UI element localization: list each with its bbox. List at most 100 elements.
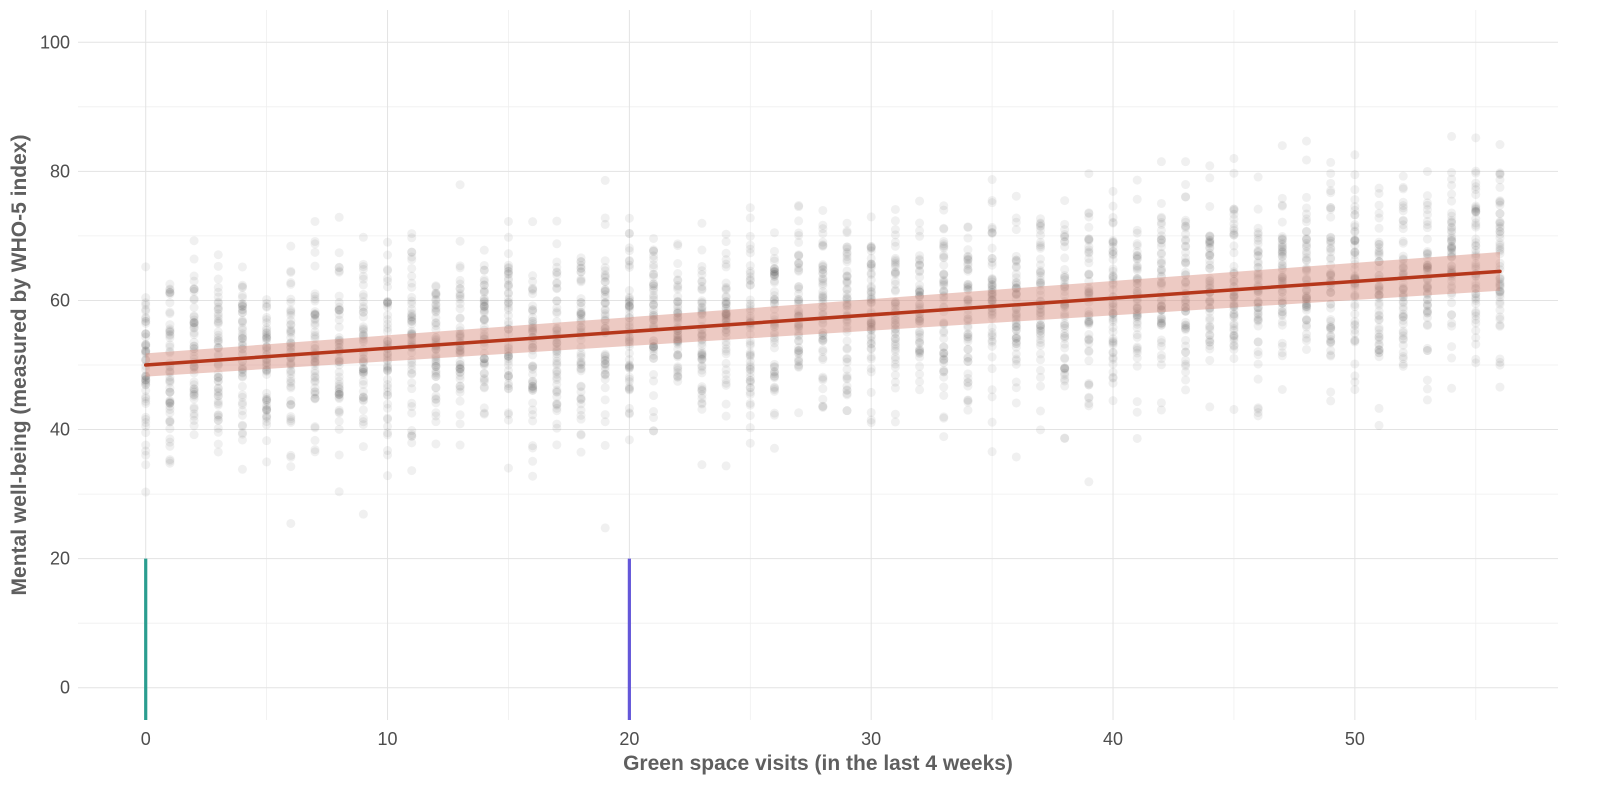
scatter-point: [213, 336, 223, 346]
scatter-point: [310, 332, 320, 342]
scatter-point: [721, 378, 731, 388]
scatter-point: [1447, 180, 1457, 190]
scatter-point: [407, 282, 417, 292]
scatter-point: [818, 241, 828, 251]
scatter-point: [600, 350, 610, 360]
scatter-point: [455, 349, 465, 359]
scatter-point: [697, 365, 707, 375]
scatter-point: [503, 249, 513, 259]
scatter-point: [745, 410, 755, 420]
scatter-point: [358, 405, 368, 415]
scatter-point: [479, 294, 489, 304]
scatter-point: [262, 334, 272, 344]
scatter-point: [1229, 261, 1239, 271]
scatter-point: [600, 316, 610, 326]
scatter-point: [842, 289, 852, 299]
scatter-point: [503, 415, 513, 425]
scatter-point: [431, 282, 441, 292]
scatter-point: [503, 280, 513, 290]
scatter-point: [842, 271, 852, 281]
scatter-point: [334, 380, 344, 390]
scatter-point: [1422, 320, 1432, 330]
scatter-point: [721, 332, 731, 342]
scatter-point: [407, 233, 417, 243]
scatter-point: [745, 276, 755, 286]
scatter-point: [915, 196, 925, 206]
scatter-point: [697, 298, 707, 308]
scatter-point: [189, 284, 199, 294]
scatter-point: [479, 354, 489, 364]
scatter-point: [987, 277, 997, 287]
scatter-point: [769, 366, 779, 376]
scatter-point: [383, 282, 393, 292]
scatter-point: [818, 302, 828, 312]
scatter-point: [576, 381, 586, 391]
scatter-point: [673, 292, 683, 302]
scatter-point: [1326, 247, 1336, 257]
scatter-point: [479, 301, 489, 311]
scatter-point: [141, 341, 151, 351]
scatter-point: [745, 364, 755, 374]
scatter-point: [769, 338, 779, 348]
scatter-point: [310, 216, 320, 226]
scatter-point: [503, 305, 513, 315]
scatter-point: [745, 383, 755, 393]
scatter-point: [213, 439, 223, 449]
scatter-point: [455, 371, 465, 381]
scatter-point: [552, 307, 562, 317]
scatter-point: [141, 371, 151, 381]
scatter-point: [237, 290, 247, 300]
scatter-point: [673, 284, 683, 294]
scatter-point: [262, 417, 272, 427]
scatter-point: [1205, 344, 1215, 354]
scatter-point: [1350, 247, 1360, 257]
scatter-point: [1301, 255, 1311, 265]
scatter-point: [1301, 227, 1311, 237]
scatter-point: [1181, 242, 1191, 252]
scatter-point: [1060, 253, 1070, 263]
scatter-point: [141, 306, 151, 316]
scatter-point: [528, 327, 538, 337]
scatter-point: [649, 342, 659, 352]
scatter-point: [358, 365, 368, 375]
scatter-point: [237, 392, 247, 402]
scatter-point: [721, 248, 731, 258]
scatter-point: [1350, 236, 1360, 246]
scatter-point: [262, 301, 272, 311]
scatter-point: [745, 351, 755, 361]
scatter-point: [697, 404, 707, 414]
scatter-point: [1108, 218, 1118, 228]
scatter-point: [673, 336, 683, 346]
scatter-point: [262, 315, 272, 325]
scatter-point: [407, 313, 417, 323]
scatter-point: [1447, 215, 1457, 225]
scatter-point: [600, 374, 610, 384]
scatter-point: [1060, 364, 1070, 374]
scatter-point: [1132, 194, 1142, 204]
scatter-point: [479, 341, 489, 351]
scatter-point: [1447, 298, 1457, 308]
scatter-point: [1132, 261, 1142, 271]
scatter-point: [334, 394, 344, 404]
scatter-point: [383, 403, 393, 413]
scatter-point: [165, 417, 175, 427]
scatter-point: [358, 289, 368, 299]
scatter-point: [479, 409, 489, 419]
scatter-point: [141, 329, 151, 339]
scatter-point: [794, 237, 804, 247]
scatter-point: [407, 384, 417, 394]
scatter-point: [576, 447, 586, 457]
scatter-point: [794, 324, 804, 334]
scatter-point: [310, 353, 320, 363]
scatter-point: [407, 316, 417, 326]
scatter-point: [479, 301, 489, 311]
scatter-point: [697, 398, 707, 408]
scatter-point: [455, 279, 465, 289]
scatter-point: [1398, 361, 1408, 371]
scatter-point: [358, 232, 368, 242]
scatter-point: [503, 266, 513, 276]
scatter-point: [1495, 200, 1505, 210]
scatter-point: [769, 270, 779, 280]
scatter-point: [262, 404, 272, 414]
scatter-point: [576, 387, 586, 397]
